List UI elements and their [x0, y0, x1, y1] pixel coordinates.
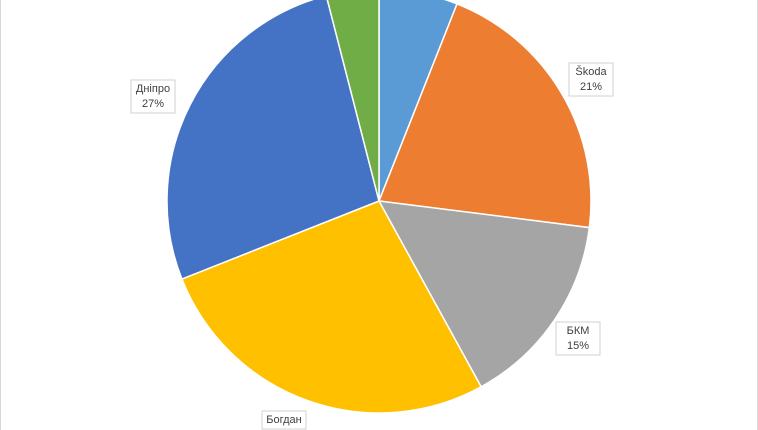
data-label-value: 27%	[142, 98, 164, 110]
pie-slice	[326, 0, 380, 202]
pie-slice	[166, 0, 380, 281]
data-label-box	[555, 321, 601, 356]
pie-slice	[377, 200, 591, 388]
data-label-value: 15%	[567, 340, 589, 352]
data-label-value: 21%	[580, 81, 602, 93]
pie-slice	[180, 200, 483, 414]
data-label-name: БКМ	[567, 325, 590, 337]
pie-slice	[377, 2, 592, 229]
data-label-name: Богдан	[266, 414, 301, 426]
data-label-name: Дніпро	[136, 83, 170, 95]
data-label-name: Škoda	[575, 65, 607, 78]
data-label-box	[130, 79, 176, 114]
data-label-box	[261, 410, 307, 430]
data-label-box	[568, 62, 614, 97]
